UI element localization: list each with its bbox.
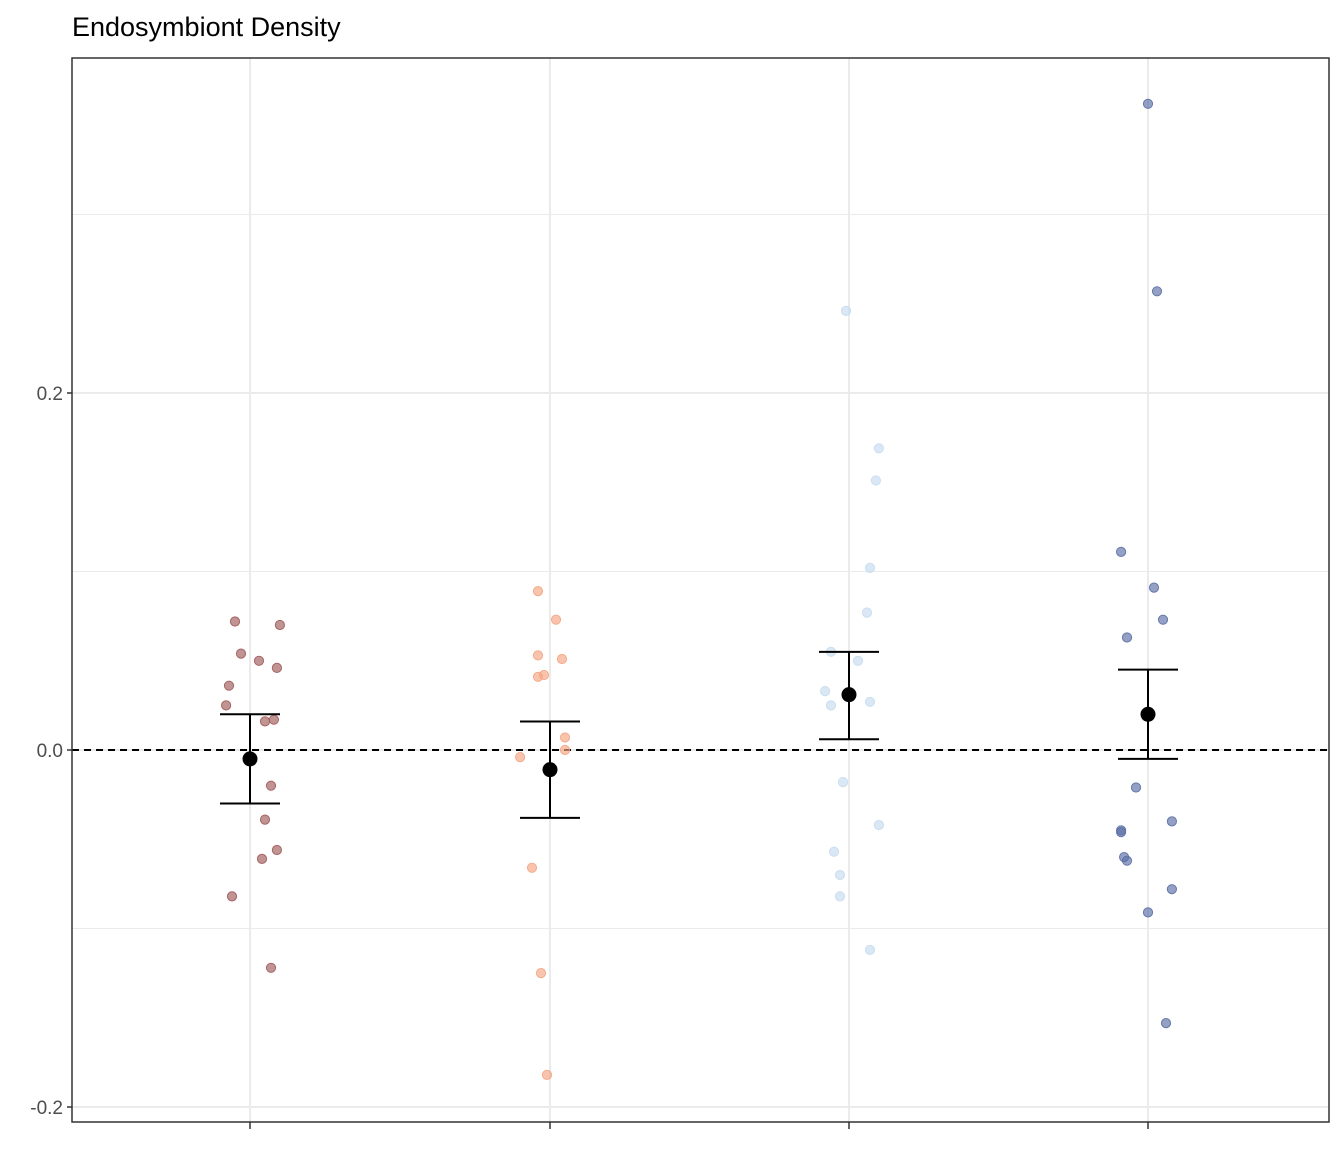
data-point — [873, 443, 885, 454]
data-point — [532, 650, 544, 661]
mean-point — [242, 751, 258, 767]
data-point — [1160, 1018, 1172, 1029]
data-point — [864, 562, 876, 574]
y-tick-label: -0.2 — [30, 1098, 63, 1119]
data-point — [1121, 855, 1133, 866]
y-tick-label: 0.0 — [37, 741, 63, 762]
data-point — [1148, 582, 1160, 593]
data-point — [1142, 907, 1154, 918]
data-point — [1130, 782, 1142, 793]
chart-title: Endosymbiont Density — [72, 12, 341, 42]
panel-background — [72, 58, 1329, 1122]
y-tick-label: 0.2 — [37, 384, 63, 405]
data-point — [1157, 614, 1169, 625]
data-point — [229, 616, 241, 627]
data-point — [1151, 286, 1163, 297]
data-point — [1116, 827, 1127, 838]
data-point — [556, 653, 568, 665]
data-point — [864, 696, 876, 707]
data-points-layer — [221, 98, 1178, 1081]
data-point — [221, 700, 232, 711]
data-point — [852, 655, 864, 666]
data-point — [515, 752, 526, 763]
data-point — [825, 700, 837, 711]
data-point — [259, 814, 271, 825]
data-point — [526, 862, 538, 873]
data-point — [256, 853, 268, 865]
data-point — [1166, 816, 1178, 827]
data-point — [873, 819, 885, 831]
data-point — [559, 744, 571, 756]
data-point — [828, 846, 840, 857]
mean-point — [1140, 706, 1156, 722]
data-point — [268, 714, 279, 725]
data-point — [235, 648, 247, 659]
data-point — [271, 662, 282, 674]
data-point — [840, 305, 852, 316]
data-point — [265, 780, 277, 791]
data-point — [820, 686, 831, 697]
data-point — [837, 777, 849, 788]
data-point — [223, 680, 235, 691]
data-point — [1142, 98, 1154, 109]
data-point — [538, 669, 550, 681]
data-point — [550, 614, 562, 625]
grid-layer — [72, 58, 1329, 1122]
data-point — [1166, 884, 1178, 895]
data-point — [1116, 546, 1127, 558]
data-point — [535, 968, 547, 979]
data-point — [861, 607, 873, 618]
data-point — [1121, 632, 1133, 643]
data-point — [559, 732, 571, 743]
data-point — [532, 586, 544, 597]
data-point — [864, 944, 876, 956]
data-point — [271, 844, 282, 856]
data-point — [541, 1069, 553, 1081]
data-point — [834, 869, 846, 881]
mean-point — [841, 687, 857, 703]
mean-point — [542, 762, 558, 778]
data-point — [253, 655, 265, 666]
summary-layer — [220, 650, 1178, 819]
data-point — [265, 962, 277, 973]
data-point — [226, 891, 238, 902]
data-point — [834, 891, 846, 902]
data-point — [870, 475, 882, 486]
data-point — [259, 716, 271, 727]
panel-border — [71, 57, 1330, 1123]
data-point — [274, 619, 285, 631]
axis-layer: -0.2 0.0 0.2 — [30, 57, 1330, 1129]
